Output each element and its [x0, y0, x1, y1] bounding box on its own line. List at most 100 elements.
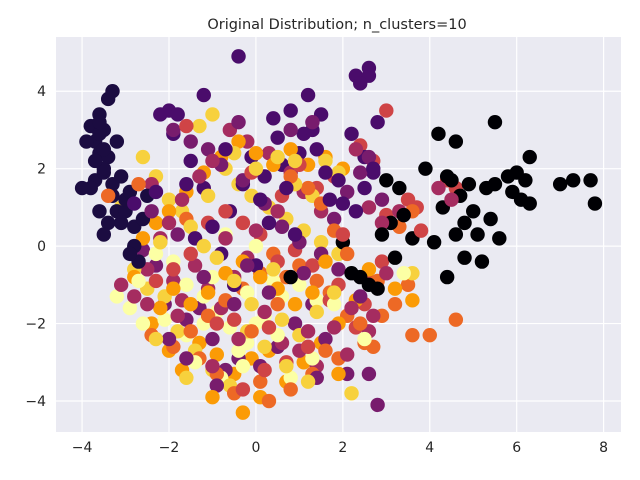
- data-point-cluster-2: [261, 215, 277, 231]
- data-point-cluster-3: [287, 316, 303, 331]
- data-point-cluster-1: [113, 215, 129, 231]
- data-point-cluster-3: [274, 219, 290, 234]
- data-point-cluster-8: [266, 262, 281, 277]
- data-point-cluster-8: [205, 107, 220, 122]
- data-point-cluster-3: [226, 297, 242, 312]
- data-point-cluster-4: [366, 308, 381, 324]
- data-point-cluster-0: [565, 173, 581, 188]
- data-point-cluster-7: [161, 204, 177, 219]
- data-point-cluster-2: [318, 165, 333, 180]
- data-point-cluster-0: [431, 126, 446, 142]
- data-point-cluster-1: [100, 215, 116, 231]
- data-point-cluster-9: [240, 285, 255, 300]
- data-point-cluster-1: [74, 180, 90, 196]
- x-axis-tick-labels: −4 −2 0 2 4 6 8: [72, 440, 608, 456]
- data-point-cluster-4: [140, 297, 155, 312]
- data-point-cluster-0: [370, 281, 385, 296]
- data-point-cluster-3: [205, 331, 220, 347]
- data-point-cluster-0: [522, 196, 537, 211]
- data-point-cluster-2: [300, 87, 316, 103]
- data-point-cluster-5: [374, 254, 390, 269]
- data-point-cluster-2: [205, 219, 220, 234]
- data-point-cluster-8: [200, 188, 216, 203]
- data-point-cluster-7: [405, 293, 420, 308]
- data-point-cluster-0: [483, 211, 498, 227]
- data-point-cluster-6: [318, 343, 333, 358]
- data-point-cluster-2: [196, 87, 211, 103]
- data-point-cluster-1: [92, 204, 107, 219]
- data-point-cluster-6: [405, 327, 420, 343]
- data-point-cluster-0: [418, 161, 433, 176]
- data-point-cluster-5: [261, 320, 277, 335]
- data-point-cluster-7: [235, 405, 251, 420]
- data-point-cluster-5: [218, 204, 233, 219]
- data-point-cluster-4: [444, 192, 459, 207]
- data-point-cluster-4: [361, 200, 377, 215]
- data-point-cluster-0: [379, 173, 394, 188]
- chart-title: Original Distribution; n_clusters=10: [207, 17, 466, 33]
- data-point-cluster-0: [518, 173, 533, 188]
- data-point-cluster-8: [313, 235, 329, 250]
- data-point-cluster-1: [92, 114, 107, 130]
- data-point-cluster-9: [248, 238, 264, 254]
- data-point-cluster-9: [109, 289, 125, 304]
- data-point-cluster-9: [135, 316, 151, 331]
- data-point-cluster-0: [470, 227, 485, 242]
- y-tick-label: 0: [37, 239, 46, 255]
- data-point-cluster-0: [552, 176, 568, 192]
- data-point-cluster-9: [148, 246, 164, 262]
- data-point-cluster-7: [253, 269, 268, 285]
- data-point-cluster-2: [287, 227, 303, 242]
- data-point-cluster-3: [318, 331, 333, 347]
- data-point-cluster-3: [240, 258, 255, 273]
- data-point-cluster-2: [179, 176, 194, 192]
- data-point-cluster-7: [200, 285, 216, 300]
- data-point-cluster-3: [326, 211, 342, 227]
- data-point-cluster-6: [131, 176, 146, 192]
- x-tick-label: 6: [512, 440, 521, 456]
- data-point-cluster-7: [318, 254, 333, 269]
- data-point-cluster-3: [209, 378, 225, 393]
- data-point-cluster-8: [270, 149, 285, 165]
- data-point-cluster-2: [322, 192, 338, 207]
- data-point-cluster-0: [487, 114, 503, 130]
- data-point-cluster-2: [309, 142, 324, 157]
- data-point-cluster-4: [218, 231, 233, 246]
- data-point-cluster-3: [200, 142, 216, 157]
- data-point-cluster-6: [300, 180, 316, 196]
- data-point-cluster-8: [161, 192, 177, 207]
- data-point-cluster-0: [374, 227, 390, 242]
- data-point-cluster-0: [587, 196, 603, 211]
- data-point-cluster-8: [300, 374, 316, 389]
- data-point-cluster-0: [448, 227, 464, 242]
- data-point-cluster-6: [387, 297, 403, 312]
- data-point-cluster-4: [205, 358, 220, 374]
- data-point-cluster-7: [205, 389, 220, 405]
- data-point-cluster-1: [122, 246, 138, 262]
- data-point-cluster-3: [166, 122, 181, 138]
- data-point-cluster-7: [287, 297, 303, 312]
- x-tick-label: 8: [599, 440, 608, 456]
- data-point-cluster-9: [231, 343, 246, 358]
- data-point-cluster-5: [179, 118, 194, 134]
- data-point-cluster-5: [226, 312, 242, 327]
- data-point-cluster-3: [296, 266, 311, 281]
- data-point-cluster-5: [379, 103, 394, 118]
- data-points: [74, 49, 603, 420]
- y-tick-label: −2: [25, 317, 46, 333]
- data-point-cluster-4: [300, 324, 316, 339]
- data-point-cluster-3: [161, 331, 177, 347]
- data-point-cluster-0: [426, 235, 442, 250]
- data-point-cluster-7: [305, 285, 320, 300]
- data-point-cluster-7: [183, 297, 198, 312]
- data-point-cluster-3: [183, 134, 198, 149]
- data-point-cluster-8: [274, 312, 290, 327]
- data-point-cluster-7: [231, 134, 246, 149]
- data-point-cluster-8: [326, 285, 342, 300]
- data-point-cluster-7: [166, 281, 181, 296]
- data-point-cluster-2: [253, 192, 268, 207]
- data-point-cluster-6: [309, 273, 324, 289]
- data-point-cluster-3: [305, 114, 320, 130]
- data-point-cluster-7: [148, 215, 164, 231]
- data-point-cluster-4: [170, 308, 185, 324]
